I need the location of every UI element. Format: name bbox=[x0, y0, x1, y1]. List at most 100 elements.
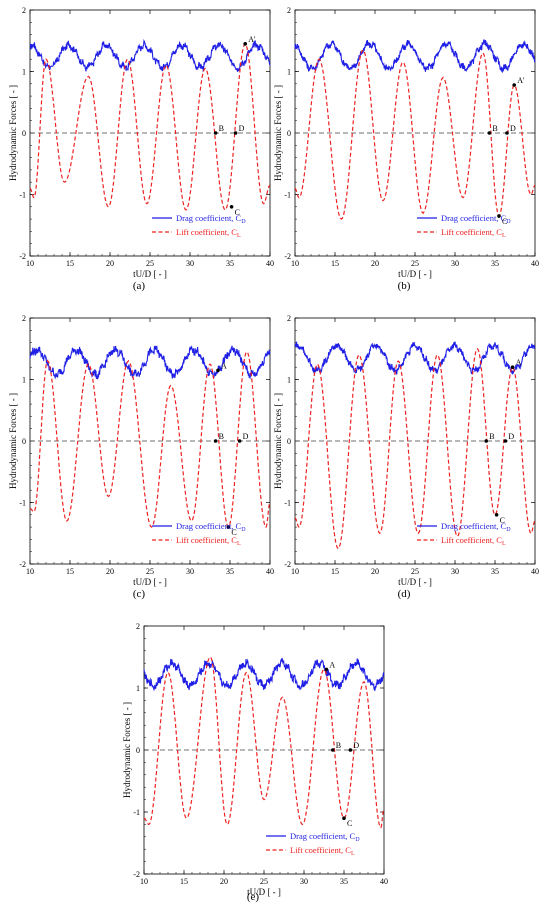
lift-coefficient-line bbox=[29, 42, 271, 211]
annotation-point bbox=[342, 816, 346, 820]
legend-label: Lift coefficient, CL bbox=[176, 535, 241, 547]
panel-caption: (e) bbox=[247, 891, 260, 903]
panel-caption: (b) bbox=[398, 280, 411, 292]
x-tick-label: 15 bbox=[331, 259, 339, 268]
legend-subscript: D bbox=[241, 527, 246, 533]
y-tick-label: 1 bbox=[287, 68, 291, 77]
annotation-point bbox=[487, 131, 492, 135]
annotation-point bbox=[331, 748, 335, 752]
x-tick-label: 25 bbox=[260, 877, 268, 886]
legend-label: Drag coefficient, CD bbox=[441, 213, 511, 225]
annotation-label: B bbox=[336, 741, 341, 750]
annotation-point bbox=[213, 131, 218, 135]
chart-panel-b: 10 15 20 25 30 35 40 -2 -1 0 1 2 tU/D [ - ] Hydrodyna… bbox=[273, 6, 539, 292]
y-tick-label: -2 bbox=[133, 870, 140, 879]
x-tick-label: 30 bbox=[300, 877, 308, 886]
annotation-point bbox=[213, 439, 218, 443]
x-tick-label: 35 bbox=[226, 259, 234, 268]
legend-subscript: L bbox=[502, 541, 506, 547]
y-axis-label: Hydrodynamic Forces [ - ] bbox=[122, 702, 132, 798]
x-tick-label: 20 bbox=[371, 567, 379, 576]
annotation-label: C bbox=[502, 217, 507, 226]
annotation-point bbox=[505, 131, 509, 135]
x-tick-label: 30 bbox=[451, 567, 459, 576]
lift-coefficient-line bbox=[29, 350, 271, 529]
y-tick-label: -1 bbox=[19, 499, 26, 508]
annotation-label: A bbox=[329, 660, 335, 669]
annotation-point bbox=[243, 42, 247, 46]
x-tick-label: 40 bbox=[266, 259, 274, 268]
x-tick-label: 10 bbox=[26, 259, 34, 268]
x-tick-label: 40 bbox=[266, 567, 274, 576]
annotation-point bbox=[348, 748, 353, 752]
x-tick-label: 35 bbox=[340, 877, 348, 886]
drag-coefficient-line bbox=[294, 39, 536, 74]
y-tick-label: -1 bbox=[133, 808, 140, 817]
y-tick-label: 2 bbox=[287, 314, 291, 323]
x-tick-label: 25 bbox=[411, 567, 419, 576]
legend-label: Lift coefficient, CL bbox=[176, 227, 241, 239]
legend-subscript: L bbox=[351, 851, 355, 857]
legend-subscript: D bbox=[506, 527, 511, 533]
annotation-point bbox=[237, 439, 242, 443]
x-axis-label: tU/D [ - ] bbox=[247, 887, 281, 897]
y-tick-label: 1 bbox=[22, 68, 26, 77]
x-tick-label: 40 bbox=[380, 877, 388, 886]
annotation-point bbox=[510, 365, 515, 370]
annotation-point bbox=[226, 525, 231, 529]
y-tick-label: 2 bbox=[287, 6, 291, 15]
legend-label: Drag coefficient, CD bbox=[441, 521, 511, 533]
annotation-label: A' bbox=[517, 76, 525, 85]
y-tick-label: -2 bbox=[284, 252, 291, 261]
y-tick-label: 1 bbox=[287, 376, 291, 385]
y-axis-label: Hydrodynamic Forces [ - ] bbox=[8, 85, 18, 181]
x-tick-label: 30 bbox=[451, 259, 459, 268]
x-tick-label: 25 bbox=[146, 259, 154, 268]
legend-label: Drag coefficient, CD bbox=[176, 521, 246, 533]
annotation-point bbox=[216, 368, 220, 373]
y-tick-label: -2 bbox=[19, 252, 26, 261]
x-tick-label: 35 bbox=[491, 567, 499, 576]
drag-coefficient-line bbox=[29, 38, 271, 73]
annotation-point bbox=[229, 205, 234, 209]
y-tick-label: -2 bbox=[19, 560, 26, 569]
lift-coefficient-line bbox=[294, 49, 536, 220]
x-tick-label: 25 bbox=[411, 259, 419, 268]
x-tick-label: 15 bbox=[331, 567, 339, 576]
annotation-label: D bbox=[239, 124, 245, 133]
annotation-label: A' bbox=[248, 35, 256, 44]
y-tick-label: 2 bbox=[22, 314, 26, 323]
legend-subscript: D bbox=[506, 219, 511, 225]
annotation-label: D bbox=[243, 432, 249, 441]
x-tick-label: 20 bbox=[106, 567, 114, 576]
x-tick-label: 15 bbox=[66, 567, 74, 576]
annotation-point bbox=[233, 131, 238, 135]
x-tick-label: 20 bbox=[371, 259, 379, 268]
chart-panel-c: 10 15 20 25 30 35 40 -2 -1 0 1 2 tU/D [ - ] Hydrodyna… bbox=[8, 314, 274, 600]
annotation-label: D bbox=[353, 741, 359, 750]
x-tick-label: 30 bbox=[186, 567, 194, 576]
lift-coefficient-line bbox=[294, 347, 536, 550]
x-tick-label: 20 bbox=[106, 259, 114, 268]
chart-panel-e: 10 15 20 25 30 35 40 -2 -1 0 1 2 tU/D [ - ] Hydrodyna… bbox=[122, 622, 388, 903]
legend-label: Lift coefficient, CL bbox=[441, 535, 506, 547]
annotation-label: B bbox=[492, 124, 497, 133]
annotation-point bbox=[484, 439, 489, 443]
y-tick-label: -1 bbox=[284, 499, 291, 508]
y-tick-label: 2 bbox=[136, 622, 140, 631]
panel-caption: (a) bbox=[133, 280, 146, 292]
legend-subscript: D bbox=[241, 219, 246, 225]
drag-coefficient-line bbox=[294, 341, 536, 375]
y-tick-label: 0 bbox=[22, 129, 26, 138]
y-axis-label: Hydrodynamic Forces [ - ] bbox=[8, 393, 18, 489]
y-tick-label: -1 bbox=[19, 191, 26, 200]
x-tick-label: 35 bbox=[491, 259, 499, 268]
annotation-point bbox=[497, 214, 501, 218]
annotation-label: C bbox=[235, 208, 240, 217]
annotation-label: C bbox=[231, 528, 236, 537]
x-tick-label: 15 bbox=[66, 259, 74, 268]
x-tick-label: 10 bbox=[291, 567, 299, 576]
y-tick-label: 1 bbox=[136, 684, 140, 693]
chart-panel-d: 10 15 20 25 30 35 40 -2 -1 0 1 2 tU/D [ - ] Hydrodyna… bbox=[273, 314, 539, 600]
